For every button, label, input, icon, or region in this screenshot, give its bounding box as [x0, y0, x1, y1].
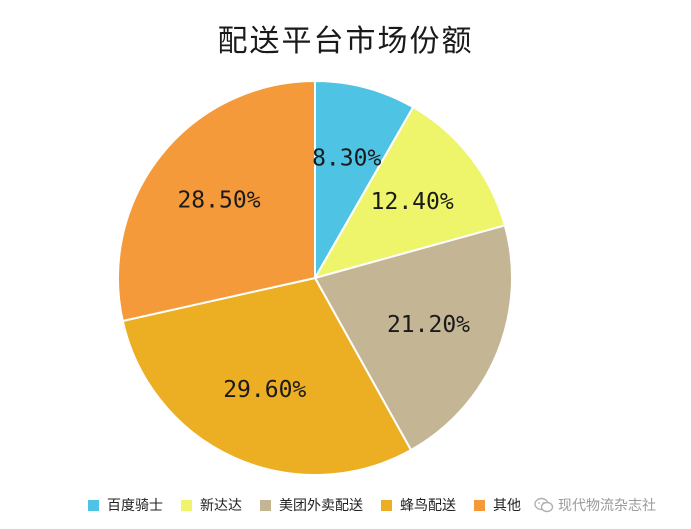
legend: 百度骑士 新达达 美团外卖配送 蜂鸟配送 其他	[88, 494, 539, 516]
pie-slice-3	[313, 224, 513, 452]
legend-swatch	[88, 499, 99, 511]
legend-label: 百度骑士	[107, 498, 163, 514]
legend-label: 蜂鸟配送	[400, 498, 456, 514]
pie-slice-5	[117, 79, 316, 323]
slice-label-1: 8.30%	[312, 146, 381, 172]
slice-label-4: 29.60%	[223, 377, 306, 403]
slice-label-5: 28.50%	[177, 188, 260, 214]
legend-item-3: 美团外卖配送	[260, 495, 363, 515]
legend-swatch	[381, 499, 392, 511]
legend-label: 新达达	[200, 498, 242, 514]
legend-swatch	[181, 499, 192, 511]
pie-slice-4	[121, 276, 413, 476]
legend-item-1: 百度骑士	[88, 495, 163, 515]
wechat-icon	[534, 497, 554, 513]
legend-label: 其他	[493, 498, 521, 514]
watermark: 现代物流杂志社	[534, 494, 656, 516]
legend-label: 美团外卖配送	[279, 498, 363, 514]
legend-item-2: 新达达	[181, 495, 242, 515]
legend-item-5: 其他	[474, 495, 521, 515]
legend-swatch	[260, 499, 271, 511]
pie-slices	[117, 79, 513, 476]
watermark-text: 现代物流杂志社	[558, 498, 656, 514]
legend-item-4: 蜂鸟配送	[381, 495, 456, 515]
pie-slice-1	[314, 79, 415, 282]
pie-slice-labels: 8.30% 12.40% 21.20% 29.60% 28.50%	[177, 146, 470, 403]
pie-slice-2	[312, 105, 507, 280]
slice-label-2: 12.40%	[371, 189, 454, 215]
legend-swatch	[474, 499, 485, 511]
chart-title: 配送平台市场份额	[217, 24, 474, 59]
slice-label-3: 21.20%	[387, 312, 470, 338]
